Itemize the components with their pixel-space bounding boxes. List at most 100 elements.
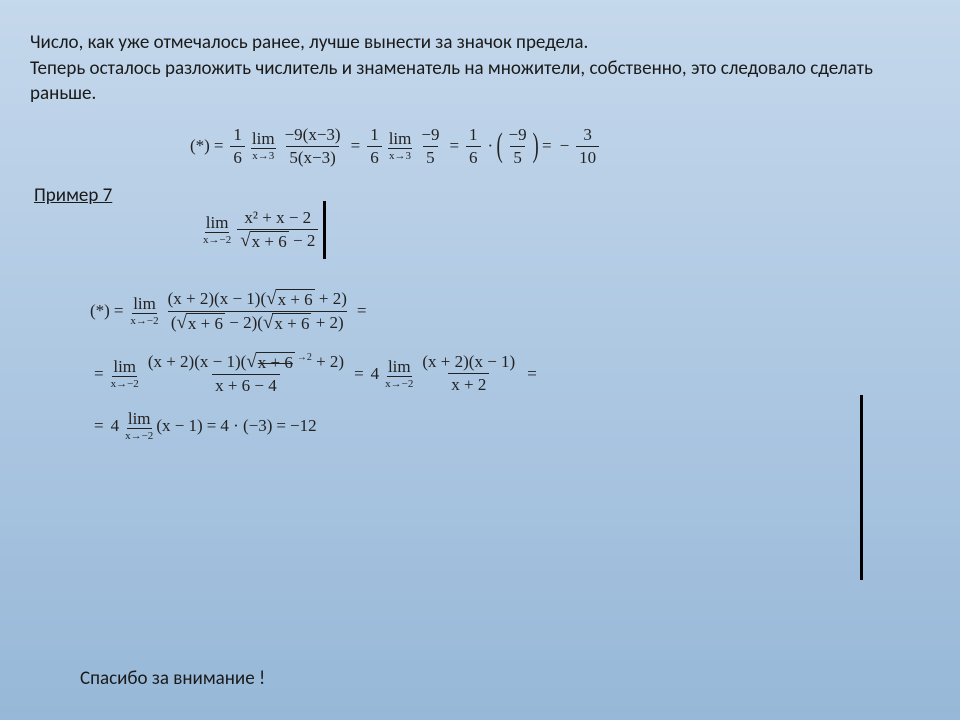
num: (x + 2)(x − 1)(√x + 6→2 + 2) (145, 352, 347, 374)
equals: = (207, 416, 217, 436)
num: −9(x−3) (282, 125, 344, 146)
lim-top: lim (132, 295, 157, 314)
t: + 2) (311, 313, 343, 332)
lim-xm2: lim x→−2 (125, 410, 153, 442)
num: 3 (580, 125, 595, 146)
frac-1-6-a: 1 6 (230, 125, 245, 168)
num: x² + x − 2 (241, 208, 314, 229)
sol-line-3: = 4 lim x→−2 (x − 1) = 4 · (−3) = −12 (90, 410, 930, 442)
lim-top: lim (251, 130, 276, 149)
den: 5 (510, 146, 525, 168)
lim-xm2: lim x→−2 (385, 358, 413, 390)
den: √ x + 6 − 2 (237, 229, 318, 252)
lim-top: lim (127, 410, 152, 429)
dot: · (488, 136, 494, 156)
exp: →2 (297, 352, 312, 363)
num: −9 (506, 125, 530, 146)
sol2b-frac: (x + 2)(x − 1) x + 2 (419, 352, 518, 395)
lim-x-3-b: lim x→3 (388, 130, 413, 162)
sqrt-body: x + 6 (250, 231, 289, 252)
frac-result: 3 10 (576, 125, 599, 168)
lim-top: lim (387, 358, 412, 377)
lim-top: lim (205, 214, 230, 233)
sqrt: √ x + 6 (240, 231, 289, 252)
equals: = (276, 416, 286, 436)
den: 5(x−3) (286, 146, 338, 168)
frac-1-6-c: 1 6 (466, 125, 481, 168)
num: 1 (466, 125, 481, 146)
equals: = (449, 136, 459, 156)
lim-xm2: lim x→−2 (111, 358, 139, 390)
paragraph-1: Число, как уже отмечалось ранее, лучше в… (30, 30, 930, 56)
frac-m9-5: −9 5 (418, 125, 442, 168)
frac-1-6-b: 1 6 (367, 125, 382, 168)
lim-bot: x→−2 (130, 314, 158, 327)
sb: x + 6 (256, 352, 295, 373)
sqrt: √x + 6 (246, 352, 295, 373)
t: + 2) (315, 289, 347, 308)
sqrt: √x + 6 (263, 313, 312, 334)
den: 6 (367, 146, 382, 168)
den: 6 (466, 146, 481, 168)
num: 1 (367, 125, 382, 146)
num: 1 (230, 125, 245, 146)
equals: = (214, 136, 224, 156)
lim-bot: x→3 (252, 149, 274, 162)
sol1-frac: (x + 2)(x − 1)(√x + 6 + 2) (√x + 6 − 2)(… (165, 289, 350, 334)
sol-line-2: = lim x→−2 (x + 2)(x − 1)(√x + 6→2 + 2) … (90, 352, 930, 396)
num: (x + 2)(x − 1) (419, 352, 518, 373)
equals: = (94, 416, 104, 436)
den-tail: − 2 (289, 231, 316, 250)
equals: = (351, 136, 361, 156)
sb: x + 6 (272, 313, 311, 334)
result: −12 (290, 416, 317, 436)
solution-block: (*) = lim x→−2 (x + 2)(x − 1)(√x + 6 + 2… (90, 289, 930, 442)
equals: = (542, 136, 552, 156)
text-cursor-tall-abs (860, 395, 863, 580)
star-marker: (*) (190, 136, 210, 156)
text-cursor (323, 201, 326, 259)
t: (x + 2)(x − 1)( (148, 352, 246, 371)
lim-bot: x→−2 (203, 233, 231, 246)
frac-paren: −9 5 (506, 125, 530, 168)
equals: = (354, 364, 364, 384)
den: 6 (230, 146, 245, 168)
den: 5 (423, 146, 438, 168)
sqrt: √x + 6 (176, 313, 225, 334)
lim-xm2: lim x→−2 (203, 214, 231, 246)
lim-top: lim (388, 130, 413, 149)
thanks-text: Спасибо за внимание ! (80, 667, 265, 690)
minus: − (560, 136, 570, 156)
four: 4 (371, 364, 380, 384)
den: (√x + 6 − 2)(√x + 6 + 2) (168, 311, 347, 334)
equals-trail: = (527, 364, 537, 384)
body: (x − 1) (156, 416, 202, 436)
sol2-frac: (x + 2)(x − 1)(√x + 6→2 + 2) x + 6 − 4 (145, 352, 347, 396)
star-marker: (*) (90, 301, 110, 321)
equals: = (114, 301, 124, 321)
example-7-expr: lim x→−2 x² + x − 2 √ x + 6 − 2 (200, 201, 930, 259)
lim-top: lim (112, 358, 137, 377)
lim-xm2: lim x→−2 (130, 295, 158, 327)
den: 10 (576, 146, 599, 168)
t: − 2)( (225, 313, 263, 332)
sb: x + 6 (276, 289, 315, 310)
sqrt: √x + 6 (266, 289, 315, 310)
equals: = (357, 301, 367, 321)
paragraph-2: Теперь осталось разложить числитель и зн… (30, 56, 930, 107)
lim-bot: x→−2 (385, 377, 413, 390)
den: x + 2 (448, 373, 489, 395)
equals: = (94, 364, 104, 384)
lim-bot: x→−2 (125, 429, 153, 442)
sol-line-1: (*) = lim x→−2 (x + 2)(x − 1)(√x + 6 + 2… (90, 289, 930, 334)
paren-right: ) (532, 131, 538, 162)
sb: x + 6 (186, 313, 225, 334)
lim-bot: x→3 (389, 149, 411, 162)
frac-main: −9(x−3) 5(x−3) (282, 125, 344, 168)
four: 4 (111, 416, 120, 436)
den: x + 6 − 4 (212, 374, 280, 396)
ex7-frac: x² + x − 2 √ x + 6 − 2 (237, 208, 318, 252)
lim-x-3-a: lim x→3 (251, 130, 276, 162)
num: (x + 2)(x − 1)(√x + 6 + 2) (165, 289, 350, 311)
calc: 4 · (−3) (220, 416, 272, 436)
